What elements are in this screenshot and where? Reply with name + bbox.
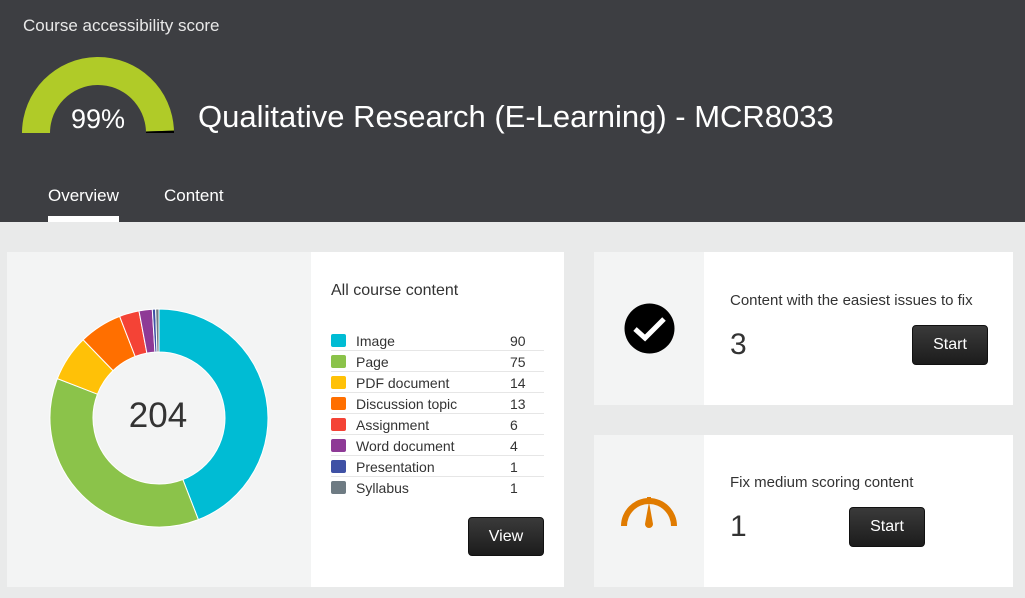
legend-count: 75 xyxy=(510,354,526,370)
legend-swatch xyxy=(331,355,346,368)
tab-content[interactable]: Content xyxy=(164,186,224,205)
donut-slice-image xyxy=(158,308,269,521)
header: Course accessibility score 99% Qualitati… xyxy=(0,0,1025,222)
view-button[interactable]: View xyxy=(468,517,544,556)
tab-overview[interactable]: Overview xyxy=(48,186,119,222)
easy-start-button[interactable]: Start xyxy=(912,325,988,365)
legend-label: Presentation xyxy=(356,459,435,475)
legend-item: Syllabus 1 xyxy=(331,477,544,498)
legend-item: Page 75 xyxy=(331,351,544,372)
medium-content-card xyxy=(594,435,1013,587)
legend-count: 4 xyxy=(510,438,518,454)
legend-item: PDF document 14 xyxy=(331,372,544,393)
legend-swatch xyxy=(331,481,346,494)
easy-issues-count: 3 xyxy=(730,328,747,361)
content-donut-chart xyxy=(49,308,269,528)
legend-count: 1 xyxy=(510,459,518,475)
legend-label: Image xyxy=(356,333,395,349)
legend-label: Page xyxy=(356,354,389,370)
legend-item: Presentation 1 xyxy=(331,456,544,477)
easy-issues-title: Content with the easiest issues to fix xyxy=(730,292,973,309)
gauge-fill xyxy=(22,56,174,133)
medium-start-button[interactable]: Start xyxy=(849,507,925,547)
gauge-remaining xyxy=(145,130,174,133)
legend-swatch xyxy=(331,334,346,347)
speedometer-icon xyxy=(621,497,677,528)
legend-count: 6 xyxy=(510,417,518,433)
legend-label: Assignment xyxy=(356,417,430,433)
legend-label: PDF document xyxy=(356,375,450,391)
legend-label: Syllabus xyxy=(356,480,409,496)
donut-slice-page xyxy=(49,377,200,528)
medium-content-title: Fix medium scoring content xyxy=(730,474,914,491)
legend-item: Word document 4 xyxy=(331,435,544,456)
content-list-title: All course content xyxy=(331,282,459,299)
content-legend: Image 90 Page 75 PDF document 14 Discussion to… xyxy=(331,330,544,498)
legend-label: Discussion topic xyxy=(356,396,458,412)
check-circle-icon xyxy=(624,303,675,354)
legend-count: 14 xyxy=(510,375,526,391)
score-value: 99% xyxy=(70,104,126,134)
content-total: 204 xyxy=(128,396,188,435)
legend-swatch xyxy=(331,439,346,452)
page-title: Qualitative Research (E-Learning) - MCR8… xyxy=(198,99,834,134)
legend-swatch xyxy=(331,397,346,410)
score-label: Course accessibility score xyxy=(23,16,220,35)
legend-swatch xyxy=(331,418,346,431)
legend-count: 1 xyxy=(510,480,518,496)
medium-content-count: 1 xyxy=(730,510,747,543)
legend-item: Assignment 6 xyxy=(331,414,544,435)
legend-swatch xyxy=(331,376,346,389)
legend-count: 90 xyxy=(510,333,526,349)
legend-count: 13 xyxy=(510,396,526,412)
legend-label: Word document xyxy=(356,438,455,454)
legend-item: Discussion topic 13 xyxy=(331,393,544,414)
legend-swatch xyxy=(331,460,346,473)
legend-item: Image 90 xyxy=(331,330,544,351)
accessibility-gauge xyxy=(22,56,174,133)
donut-slice-syllabus xyxy=(155,308,160,353)
